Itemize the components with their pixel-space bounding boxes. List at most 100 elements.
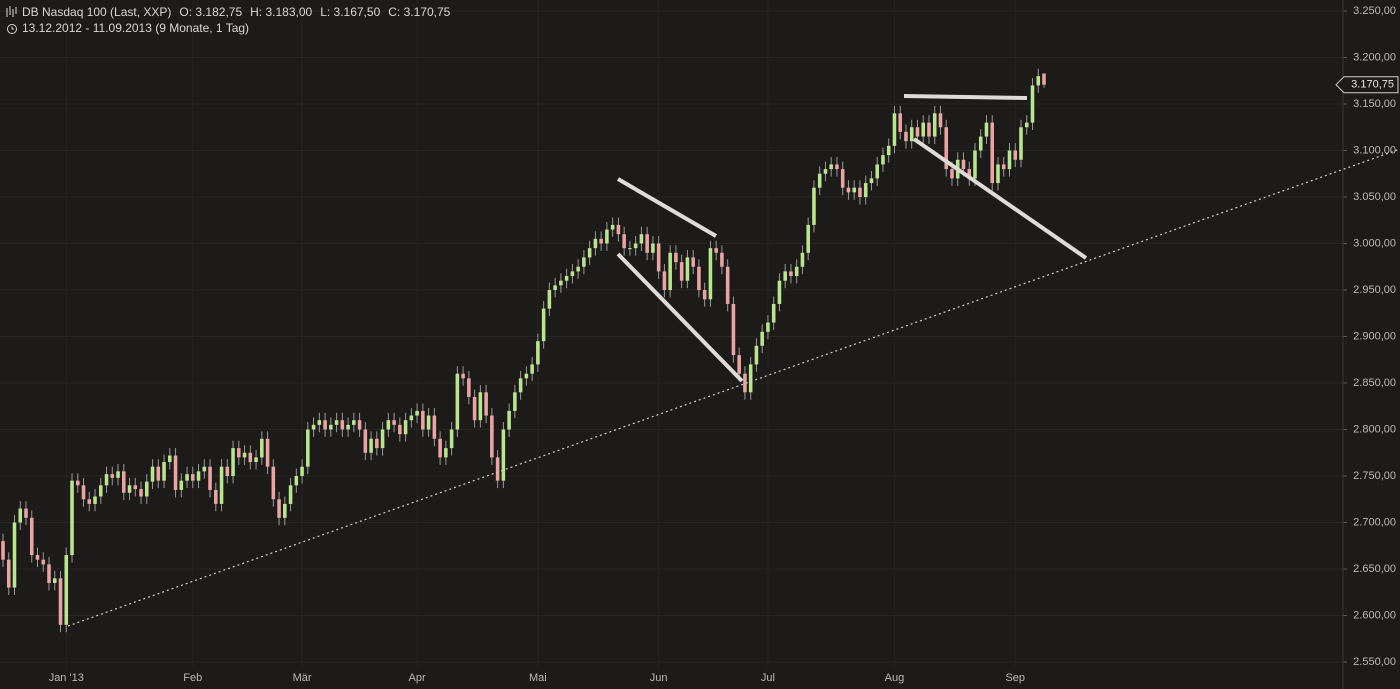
candle-body (1024, 122, 1029, 128)
candle-body (656, 243, 661, 272)
candle-body (559, 280, 563, 286)
candle-body (927, 122, 931, 137)
candle-body (501, 429, 506, 481)
candle-body (973, 150, 977, 179)
candle-body (403, 420, 408, 435)
candle-body (432, 415, 437, 439)
candle-body (75, 480, 80, 486)
candle-body (81, 485, 86, 500)
candle-body (886, 145, 891, 156)
candle-body (150, 466, 155, 482)
candle-body (852, 187, 856, 193)
candle-body (127, 485, 132, 493)
ohlc-label: C: 3.170,75 (388, 5, 450, 19)
candle-body (547, 290, 552, 309)
y-tick-label: 3.100,00 (1353, 144, 1396, 156)
candle-body (173, 455, 178, 490)
trendline (67, 148, 1400, 627)
candle-body (679, 262, 684, 281)
candle-body (777, 280, 782, 304)
candle-body (737, 355, 741, 374)
candle-body (444, 448, 448, 458)
candle-body (645, 234, 649, 253)
candle-body (938, 113, 943, 128)
candle-body (835, 164, 839, 170)
candle-body (311, 424, 316, 430)
candle-body (392, 420, 396, 425)
candle-body (179, 480, 184, 490)
trendline (616, 177, 718, 238)
candle-body (754, 345, 759, 365)
y-tick-label: 2.800,00 (1353, 423, 1396, 435)
candle-body (237, 448, 241, 458)
candle-body (967, 169, 972, 179)
candle-body (743, 373, 747, 393)
x-tick-label: Jan '13 (49, 672, 84, 684)
candle-body (24, 508, 28, 518)
clock-hand (11, 26, 14, 30)
candle-body (139, 489, 143, 497)
y-tick-label: 2.850,00 (1353, 377, 1396, 389)
candle-body (1013, 150, 1018, 160)
candle-body (6, 559, 11, 588)
candle-body (794, 266, 799, 277)
candle-body (651, 243, 655, 253)
candle-body (294, 476, 299, 486)
candle-body (570, 271, 575, 277)
candle-body (242, 452, 247, 458)
ohlc-label: L: 3.167,50 (320, 5, 380, 19)
candle-body (829, 164, 833, 170)
candle-body (697, 266, 701, 290)
candle-body (628, 248, 632, 250)
candle-body (582, 257, 586, 267)
candle-body (881, 155, 885, 165)
candle-body (950, 169, 954, 179)
candle-body (214, 489, 218, 504)
candle-body (622, 234, 626, 249)
candle-body (633, 243, 638, 249)
candle-body (219, 466, 224, 504)
candle-body (823, 169, 828, 174)
y-tick-label: 3.250,00 (1353, 5, 1396, 17)
candle-body (869, 178, 874, 184)
ohlc-label: H: 3.183,00 (250, 5, 312, 19)
candle-body (300, 466, 304, 476)
candle-body (47, 564, 51, 583)
y-tick-label: 3.000,00 (1353, 237, 1396, 249)
candle-body (18, 508, 23, 523)
candle-body (674, 252, 678, 263)
last-price-label: 3.170,75 (1351, 79, 1394, 91)
candle-body (495, 457, 500, 481)
clock-icon (7, 24, 17, 34)
candle-body (1019, 127, 1023, 160)
candles (1, 68, 1046, 633)
candle-body (288, 485, 293, 504)
candle-body (409, 415, 414, 421)
candle-body (541, 308, 546, 342)
candle-body (990, 122, 995, 184)
candle-body (875, 164, 879, 179)
x-tick-label: Aug (885, 672, 905, 684)
candle-body (29, 517, 34, 556)
candle-body (162, 462, 166, 481)
candle-body (202, 466, 207, 472)
candle-body (208, 466, 212, 490)
candle-body (812, 187, 816, 225)
candle-body (306, 429, 310, 467)
candle-body (35, 555, 40, 560)
candle-body (168, 455, 172, 463)
candle-body (156, 466, 161, 481)
candle-body (944, 127, 949, 170)
candle-body (1007, 150, 1012, 170)
candle-body (346, 424, 350, 430)
header: DB Nasdaq 100 (Last, XXP) O: 3.182,75 H:… (6, 5, 451, 35)
candle-body (1001, 164, 1006, 170)
candle-body (421, 410, 425, 430)
candle-body (363, 429, 368, 453)
candle-body (771, 303, 776, 323)
trendline (912, 137, 1088, 260)
candle-body (225, 466, 230, 476)
candle-body (714, 248, 718, 253)
candle-body (639, 234, 644, 244)
